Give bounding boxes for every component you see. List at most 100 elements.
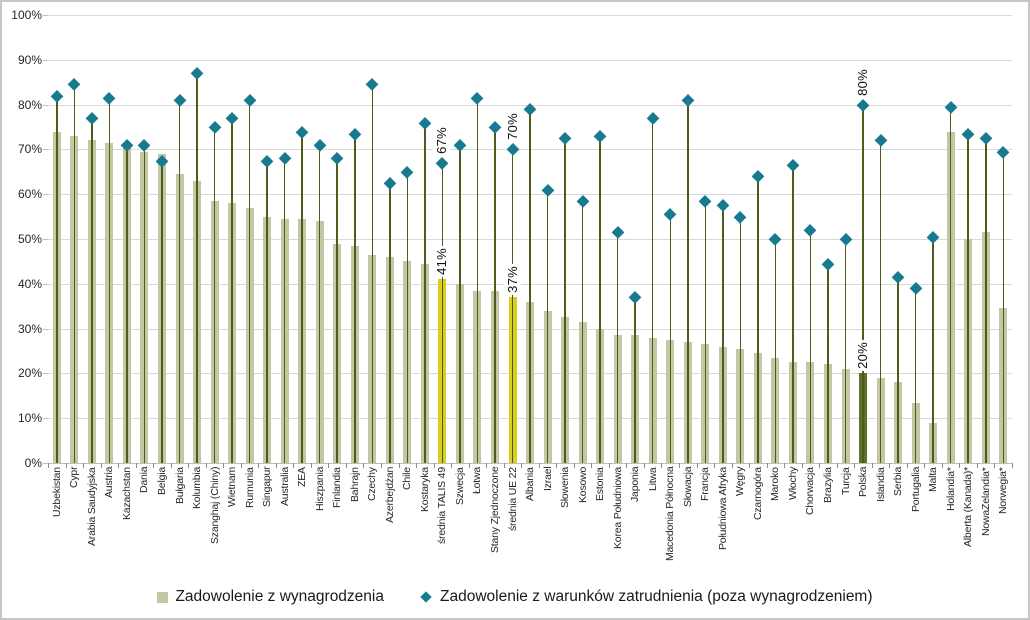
stem bbox=[651, 118, 654, 463]
stem bbox=[722, 205, 724, 463]
y-tick-icon bbox=[43, 59, 48, 61]
x-tick-icon bbox=[381, 463, 383, 468]
x-tick-icon bbox=[521, 463, 523, 468]
diamond-marker-icon bbox=[821, 257, 835, 270]
bar-value-label: 41% bbox=[433, 246, 451, 278]
x-axis-category-label: Kostaryka bbox=[418, 467, 431, 512]
diamond-marker-icon bbox=[418, 116, 431, 129]
x-tick-icon bbox=[819, 463, 821, 468]
y-axis-label: 20% bbox=[17, 366, 42, 381]
stem bbox=[143, 144, 146, 463]
legend-item-salary: Zadowolenie z wynagrodzenia bbox=[157, 588, 384, 606]
stem bbox=[371, 84, 373, 463]
x-axis-category-label: Węgry bbox=[734, 467, 747, 497]
x-axis-category-label: Polska bbox=[857, 467, 869, 498]
x-axis-category-label: Cypr bbox=[68, 467, 81, 489]
diamond-marker-icon bbox=[348, 127, 361, 140]
y-tick-icon bbox=[43, 149, 48, 151]
diamond-marker-icon bbox=[488, 120, 501, 134]
x-axis-category-label: Południowa Afryka bbox=[716, 467, 729, 550]
x-axis-category-label: Holandia* bbox=[944, 467, 957, 511]
x-tick-icon bbox=[153, 463, 155, 468]
stem bbox=[949, 106, 952, 463]
marker-value-label: 70% bbox=[503, 111, 521, 143]
diamond-marker-icon bbox=[611, 226, 624, 239]
x-tick-icon bbox=[205, 463, 207, 468]
x-tick-icon bbox=[801, 463, 803, 468]
y-tick-icon bbox=[43, 283, 48, 285]
y-axis-label: 90% bbox=[17, 52, 42, 67]
diamond-marker-icon bbox=[751, 170, 764, 183]
gridline bbox=[48, 463, 1012, 464]
diamond-marker-icon bbox=[979, 132, 992, 145]
stem bbox=[389, 183, 391, 463]
x-axis-category-label: Łotwa bbox=[471, 467, 484, 495]
x-axis-category-label: Finlandia bbox=[331, 467, 344, 508]
stem bbox=[844, 239, 847, 463]
diamond-marker-icon bbox=[944, 100, 957, 113]
gridline bbox=[48, 59, 1012, 61]
diamond-marker-icon bbox=[874, 134, 887, 147]
stem bbox=[283, 158, 286, 463]
x-tick-icon bbox=[188, 463, 190, 468]
x-axis-category-label: Kazachstan bbox=[120, 467, 133, 520]
stem bbox=[266, 160, 268, 463]
x-tick-icon bbox=[135, 463, 137, 468]
x-axis-category-label: Portugalia bbox=[909, 467, 922, 513]
x-tick-icon bbox=[924, 463, 926, 468]
diamond-marker-icon bbox=[225, 111, 239, 125]
x-tick-icon bbox=[959, 463, 961, 468]
x-axis-category-label: Islandia bbox=[874, 467, 887, 502]
stem bbox=[897, 277, 899, 463]
x-axis-category-label: Maroko bbox=[769, 467, 782, 501]
stem bbox=[564, 138, 566, 463]
legend-item-conditions: Zadowolenie z warunków zatrudnienia (poz… bbox=[420, 588, 873, 606]
stem bbox=[424, 122, 426, 463]
stem bbox=[459, 144, 461, 463]
x-axis-category-label: Słowacja bbox=[681, 467, 694, 508]
x-axis-category-label: Uzbekistan bbox=[50, 467, 63, 517]
legend: Zadowolenie z wynagrodzenia Zadowolenie … bbox=[0, 584, 1030, 610]
x-axis-category-label: Alberta (Kanada)* bbox=[962, 467, 975, 548]
x-axis-category-label: Szwecja bbox=[453, 467, 466, 505]
stem bbox=[354, 133, 356, 463]
diamond-marker-icon bbox=[85, 111, 98, 125]
x-tick-icon bbox=[608, 463, 610, 468]
x-axis-category-label: Włochy bbox=[786, 467, 799, 501]
x-axis-category-label: Azerbejdżan bbox=[383, 467, 396, 524]
x-axis-category-label: Chile bbox=[401, 467, 414, 490]
x-axis-category-label: ZEA bbox=[296, 467, 309, 487]
x-tick-icon bbox=[854, 463, 856, 468]
y-tick-icon bbox=[43, 418, 48, 420]
x-tick-icon bbox=[678, 463, 680, 468]
y-axis-label: 10% bbox=[17, 411, 42, 426]
x-axis-category-label: Arabia Saudyjska bbox=[85, 467, 98, 546]
stem bbox=[879, 140, 882, 463]
bar-swatch-icon bbox=[157, 591, 169, 603]
y-tick-icon bbox=[43, 194, 48, 196]
stem bbox=[318, 144, 321, 463]
stem bbox=[616, 232, 619, 463]
stem bbox=[178, 100, 181, 463]
x-axis-category-label: Malta bbox=[927, 467, 940, 492]
diamond-marker-icon bbox=[50, 89, 63, 102]
x-tick-icon bbox=[591, 463, 593, 468]
x-axis-category-label: Hiszpania bbox=[313, 467, 326, 512]
y-tick-icon bbox=[43, 15, 48, 16]
stem bbox=[809, 230, 812, 463]
x-tick-icon bbox=[889, 463, 891, 468]
x-axis-category-label: Litwa bbox=[646, 467, 659, 491]
x-tick-icon bbox=[766, 463, 768, 468]
x-axis-category-label: Serbia bbox=[892, 467, 905, 497]
diamond-marker-icon bbox=[103, 91, 116, 104]
x-tick-icon bbox=[573, 463, 575, 468]
diamond-marker-icon bbox=[804, 223, 817, 237]
stem bbox=[967, 133, 969, 463]
x-axis-category-label: Słowenia bbox=[559, 467, 572, 509]
y-axis-label: 80% bbox=[17, 97, 42, 112]
diamond-marker-icon bbox=[962, 127, 975, 140]
x-axis-category-label: Kolumbia bbox=[191, 467, 203, 510]
x-tick-icon bbox=[275, 463, 277, 468]
x-tick-icon bbox=[976, 463, 978, 468]
